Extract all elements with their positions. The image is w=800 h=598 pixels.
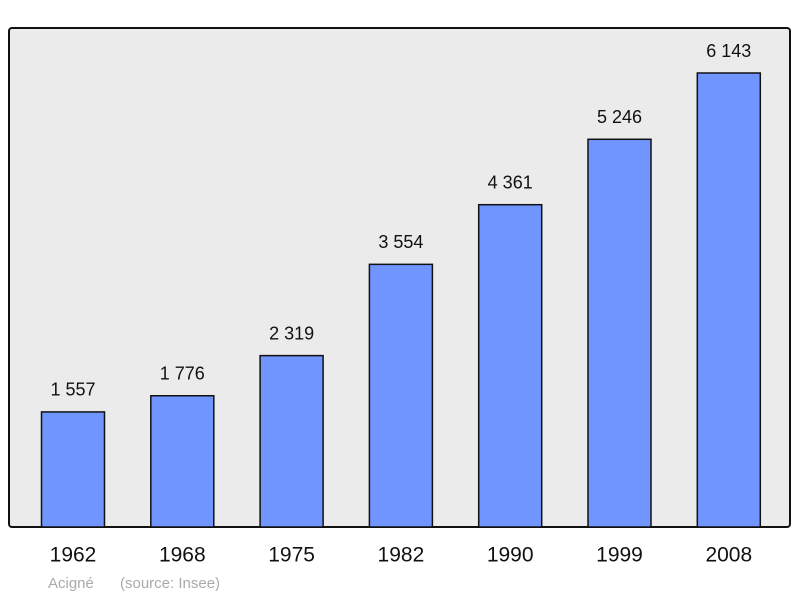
x-tick-label: 1999 (596, 544, 643, 567)
value-label: 2 319 (269, 323, 314, 343)
value-label: 1 557 (50, 380, 95, 400)
bar (477, 203, 543, 528)
x-tick-label: 1962 (50, 544, 97, 567)
value-label: 1 776 (160, 363, 205, 383)
x-tick-label: 2008 (705, 544, 752, 567)
x-tick-label: 1968 (159, 544, 206, 567)
caption: Acigné (48, 575, 94, 592)
source: (source: Insee) (120, 575, 220, 592)
value-label: 6 143 (706, 41, 751, 61)
bar (259, 354, 324, 528)
x-tick-label: 1975 (268, 544, 315, 567)
bar (150, 394, 215, 528)
x-tick-label: 1990 (487, 544, 534, 567)
x-tick-label: 1982 (378, 544, 425, 567)
value-label: 4 361 (488, 172, 533, 192)
bar (696, 72, 762, 528)
value-label: 5 246 (597, 107, 642, 127)
value-label: 3 554 (378, 232, 423, 252)
bar (587, 138, 652, 528)
bar (368, 263, 434, 528)
bar (40, 411, 106, 528)
